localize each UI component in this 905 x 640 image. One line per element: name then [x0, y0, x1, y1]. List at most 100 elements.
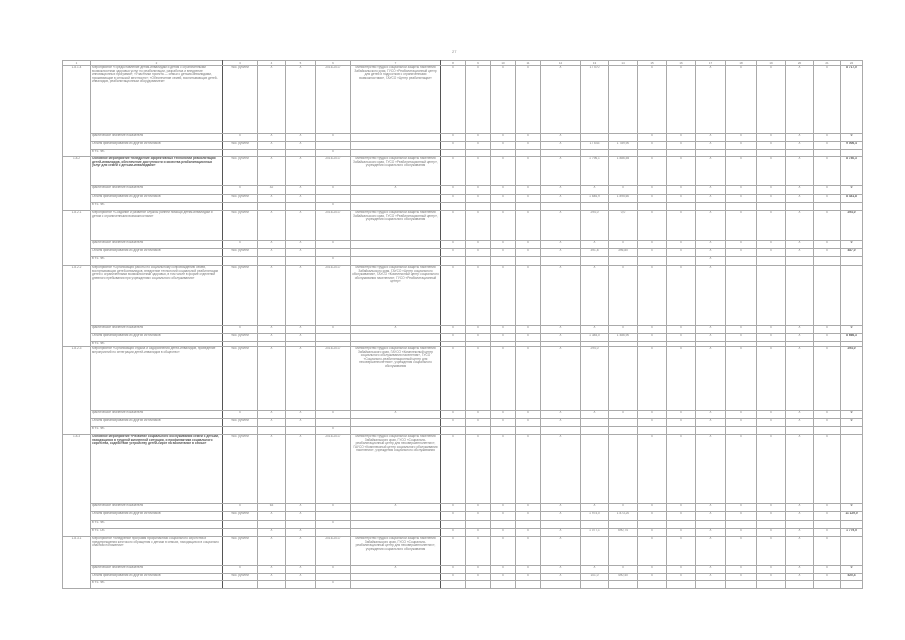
value-cell: 294,0	[580, 210, 609, 241]
value-cell: X	[813, 325, 841, 334]
value-cell	[785, 149, 814, 157]
value-cell: X	[756, 141, 786, 150]
value-cell: X	[257, 133, 286, 142]
table-row-sub: в т.ч. ФБ	[62, 341, 863, 347]
value-cell: X	[440, 573, 466, 581]
value-cell: X	[440, 434, 466, 504]
value-cell: X	[440, 156, 466, 186]
value-cell: X	[666, 65, 696, 134]
row-code	[62, 325, 91, 334]
value-cell: X	[490, 141, 516, 150]
executor-cell: X	[350, 410, 441, 419]
executor-cell: Министерство труда и социальной защиты н…	[350, 265, 441, 326]
value-cell: X	[540, 418, 581, 427]
value-cell: 1 895,60	[608, 194, 638, 203]
table-row-sub: фактическое значение показателя X X X X X X X X X…	[62, 565, 863, 574]
executor-cell: X	[350, 503, 441, 512]
row-code	[62, 565, 91, 574]
value-cell: X	[695, 65, 726, 134]
row-code	[62, 511, 91, 521]
value-cell	[608, 426, 638, 435]
row-name: Объем финансирования из других источнико…	[90, 248, 223, 257]
value-cell: X	[695, 511, 726, 521]
row-name: Мероприятие «Предоставление детям-инвали…	[90, 65, 223, 134]
table-row-sub: Объем финансирования из других источнико…	[62, 248, 863, 257]
value-cell	[637, 580, 667, 589]
table-row-main: 1.8.3 Основное мероприятие «Развитие соци…	[62, 434, 863, 504]
value-cell: X	[490, 248, 516, 257]
value-cell: X	[785, 185, 814, 195]
value-cell: X	[440, 133, 466, 142]
value-cell: X	[695, 346, 726, 411]
value-cell	[813, 149, 841, 157]
value-cell: X	[222, 133, 258, 142]
value-cell	[285, 426, 316, 435]
value-cell: X	[515, 210, 541, 241]
value-cell: X	[257, 210, 286, 241]
total-cell	[840, 256, 863, 266]
value-cell: X	[515, 141, 541, 150]
value-cell: X	[725, 503, 757, 512]
value-cell	[490, 149, 516, 157]
value-cell: X	[725, 565, 757, 574]
value-cell: X	[580, 240, 609, 249]
executor-cell	[350, 333, 441, 342]
value-cell: X	[285, 240, 316, 249]
table-row-sub: фактическое значение показателя X 42 X X X X X X…	[62, 185, 863, 195]
value-cell: X	[725, 240, 757, 249]
value-cell: X	[285, 511, 316, 521]
value-cell: X	[315, 133, 351, 142]
value-cell: X	[580, 325, 609, 334]
value-cell: X	[666, 265, 696, 326]
value-cell: X	[725, 434, 757, 504]
value-cell: X	[637, 565, 667, 574]
row-name: в т.ч. ФБ	[90, 520, 223, 529]
value-cell: X	[637, 265, 667, 326]
value-cell: X	[465, 210, 491, 241]
value-cell: X	[465, 141, 491, 150]
value-cell: X	[440, 565, 466, 574]
value-cell: X	[465, 503, 491, 512]
row-code	[62, 240, 91, 249]
value-cell: 391,8	[580, 248, 609, 257]
value-cell: X	[465, 240, 491, 249]
value-cell: X	[515, 434, 541, 504]
value-cell: X	[756, 418, 786, 427]
table-row-sub: фактическое значение показателя X X X X X X X X X…	[62, 410, 863, 419]
row-code: 1.8.2.3	[62, 346, 91, 411]
value-cell: X	[285, 503, 316, 512]
table-row-sub: в т.ч. ФБ X	[62, 202, 863, 211]
value-cell: X	[813, 573, 841, 581]
value-cell: X	[785, 536, 814, 566]
value-cell: X	[490, 410, 516, 419]
value-cell: X	[637, 65, 667, 134]
row-name: Объем финансирования из других источнико…	[90, 418, 223, 427]
value-cell: X	[440, 536, 466, 566]
value-cell: X	[785, 573, 814, 581]
value-cell: X	[725, 156, 757, 186]
row-code	[62, 520, 91, 529]
value-cell	[315, 248, 351, 257]
value-cell: тыс. рублей	[222, 418, 258, 427]
value-cell: X	[465, 248, 491, 257]
value-cell: X	[785, 133, 814, 142]
value-cell	[540, 520, 581, 529]
value-cell: X	[315, 565, 351, 574]
value-cell: X	[756, 565, 786, 574]
value-cell	[785, 202, 814, 211]
executor-cell	[350, 528, 441, 537]
value-cell: X	[725, 185, 757, 195]
row-code: 1.8.2.1	[62, 210, 91, 241]
value-cell: X	[222, 565, 258, 574]
value-cell: X	[637, 194, 667, 203]
value-cell	[813, 580, 841, 589]
total-cell: 1 779,5	[840, 528, 863, 537]
value-cell: X	[257, 573, 286, 581]
table-row-main: 1.8.2.1 Мероприятие «Создание и развитие …	[62, 210, 863, 241]
value-cell	[756, 426, 786, 435]
value-cell: X	[515, 528, 541, 537]
value-cell: X	[695, 133, 726, 142]
value-cell: X	[440, 333, 466, 342]
value-cell: X	[540, 185, 581, 195]
value-cell	[580, 202, 609, 211]
